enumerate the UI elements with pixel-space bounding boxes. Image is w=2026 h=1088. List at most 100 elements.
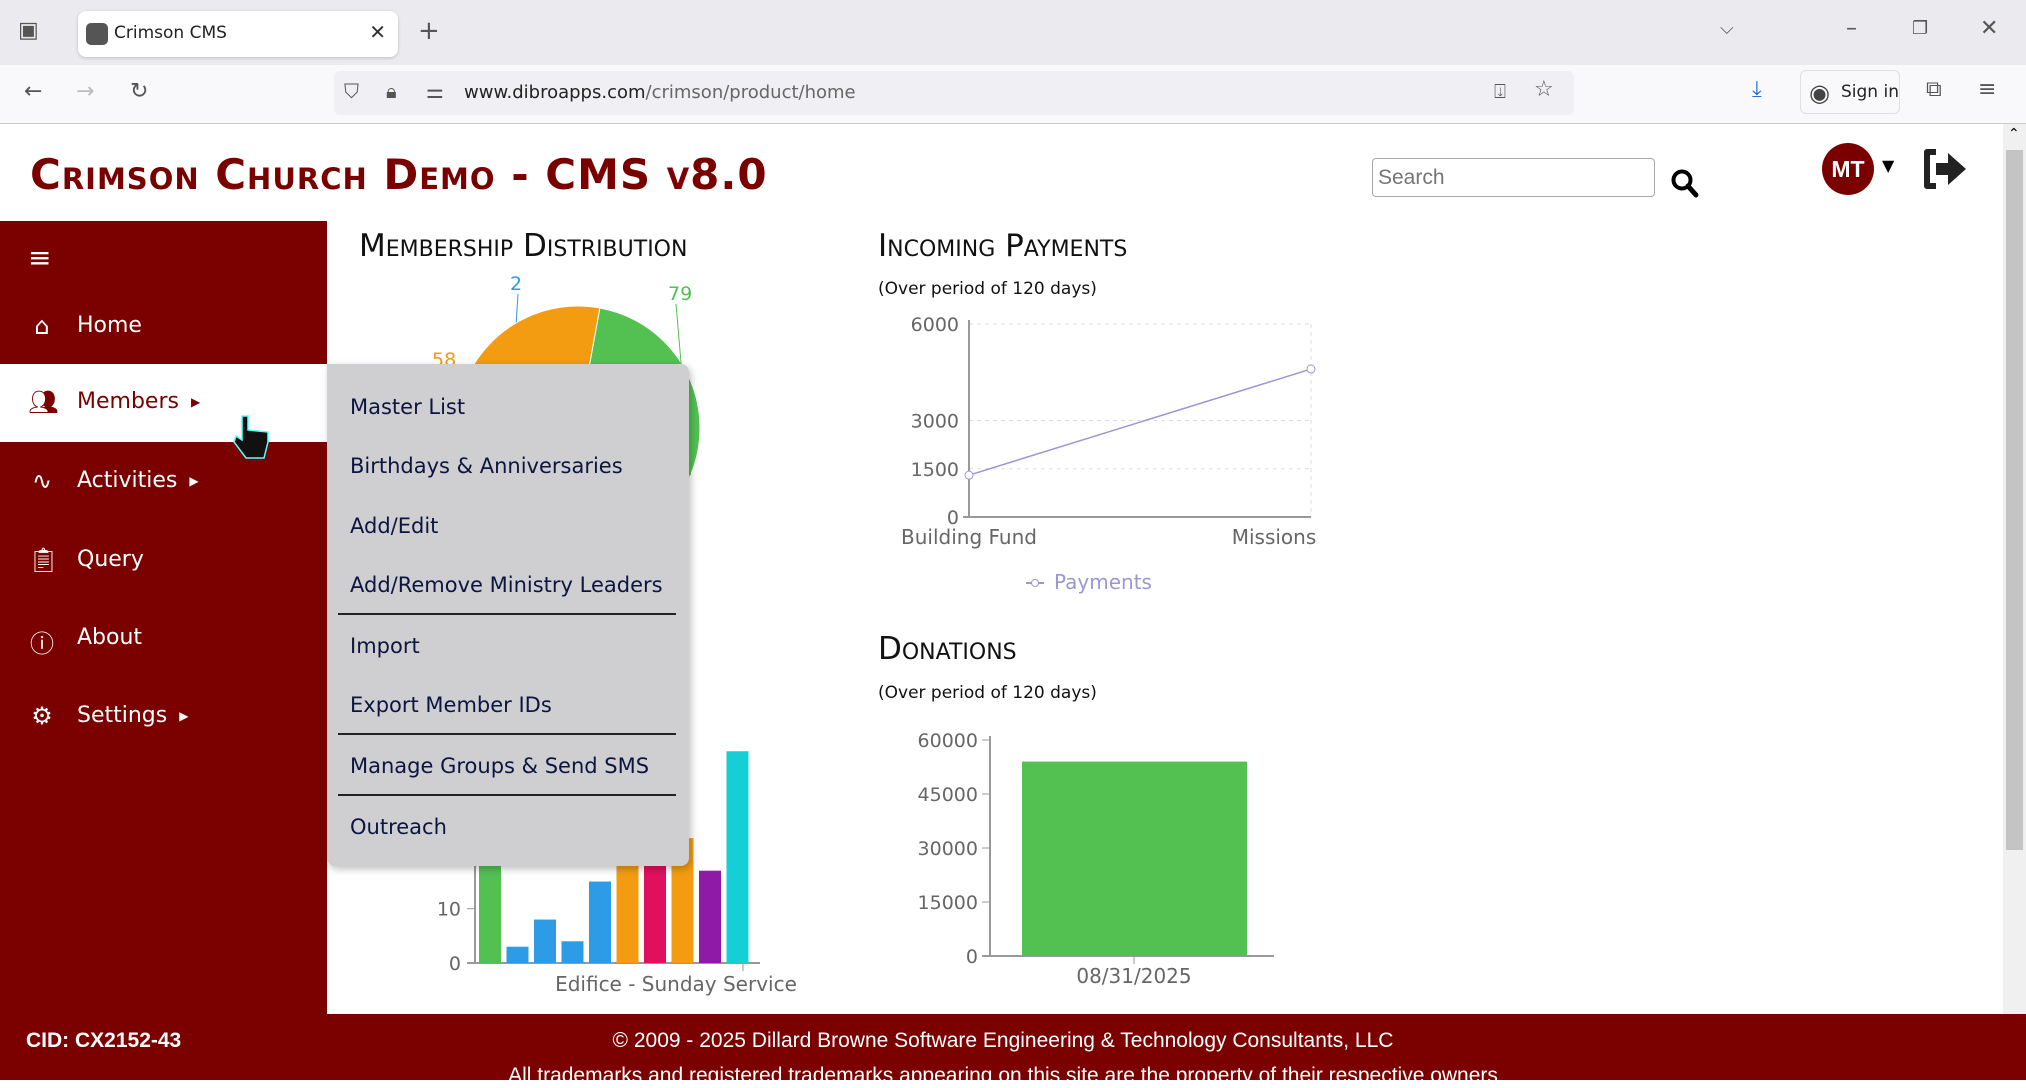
search-icon[interactable]	[1670, 168, 1700, 200]
footer: CID: CX2152-43 © 2009 - 2025 Dillard Bro…	[0, 1014, 2026, 1087]
close-tab-icon[interactable]: ✕	[369, 20, 386, 44]
clipboard-icon: 📋︎	[28, 546, 59, 574]
bookmark-star-icon[interactable]: ☆	[1534, 77, 1554, 102]
url-text[interactable]: www.dibroapps.com/crimson/product/home	[464, 82, 856, 103]
y-tick-label: 10	[437, 899, 461, 921]
copyright: © 2009 - 2025 Dillard Browne Software En…	[612, 1029, 1394, 1052]
menu-item-import[interactable]: Import	[350, 634, 420, 658]
sidebar-item-query[interactable]: 📋︎ Query	[0, 522, 327, 600]
sidebar-item-label: Home	[77, 313, 142, 338]
sidebar-item-label: About	[77, 625, 143, 650]
sidebar-item-activities[interactable]: ∿ Activities ▶	[0, 443, 327, 521]
menu-divider	[338, 794, 676, 796]
page-title: Crimson Church Demo - CMS v8.0	[30, 150, 768, 199]
bar	[561, 941, 584, 963]
menu-divider	[338, 613, 676, 615]
app-menu-icon[interactable]: ≡	[1978, 77, 1997, 102]
chevron-down-icon[interactable]: ⌵	[1720, 18, 1734, 39]
caret-down-icon[interactable]: ▼	[1882, 156, 1895, 175]
browser-tab[interactable]: Crimson CMS ✕	[78, 11, 398, 57]
scroll-up-icon[interactable]: ⌃	[2008, 126, 2020, 142]
menu-item-export-ids[interactable]: Export Member IDs	[350, 693, 552, 717]
members-submenu: Master List Birthdays & Anniversaries Ad…	[327, 364, 689, 866]
payments-subtitle: (Over period of 120 days)	[878, 279, 1097, 299]
y-tick-label: 0	[449, 953, 461, 975]
y-tick-label: 60000	[918, 730, 978, 752]
hamburger-menu-icon[interactable]: ≡	[28, 241, 52, 274]
menu-item-master-list[interactable]: Master List	[350, 395, 466, 419]
y-tick-label: 30000	[918, 838, 978, 860]
x-tick-label: Missions	[1232, 525, 1317, 549]
new-tab-icon[interactable]: +	[418, 16, 440, 46]
menu-divider	[338, 733, 676, 735]
bar	[644, 854, 666, 963]
y-tick-label: 3000	[911, 411, 959, 433]
legend-marker	[1031, 579, 1039, 587]
bar	[671, 838, 694, 963]
sidebar-item-label: Activities	[77, 468, 178, 493]
payments-title: Incoming Payments	[878, 228, 1128, 264]
y-tick-label: 6000	[911, 314, 959, 336]
y-tick-label: 0	[947, 507, 959, 529]
bar	[726, 751, 749, 963]
back-icon[interactable]: ←	[24, 79, 43, 104]
sign-in-button[interactable]: ◉ Sign in	[1800, 70, 1900, 114]
menu-item-add-edit[interactable]: Add/Edit	[350, 514, 439, 538]
bar	[1022, 761, 1247, 956]
gear-icon: ⚙	[31, 702, 53, 730]
home-icon: ⌂	[34, 312, 50, 340]
save-page-icon[interactable]: ⍗	[1494, 79, 1506, 103]
restore-icon[interactable]: ❐	[1912, 18, 1929, 39]
trademarks-notice: All trademarks and registered trademarks…	[508, 1064, 1498, 1087]
close-window-icon[interactable]: ✕	[1980, 16, 1999, 41]
series-line	[968, 368, 1312, 476]
customer-id: CID: CX2152-43	[26, 1029, 182, 1052]
bar	[479, 854, 501, 963]
donations-title: Donations	[878, 631, 1017, 667]
info-icon: ⓘ	[30, 630, 54, 658]
logout-icon[interactable]	[1922, 148, 1968, 190]
address-bar[interactable]: ⛉ 🔒︎ ⚌ www.dibroapps.com/crimson/product…	[334, 71, 1574, 115]
caret-right-icon: ▶	[189, 474, 199, 488]
page-scrollbar[interactable]: ⌃	[2003, 124, 2026, 1014]
menu-item-groups-sms[interactable]: Manage Groups & Send SMS	[350, 754, 650, 778]
scrollbar-thumb[interactable]	[2006, 150, 2023, 850]
data-point	[964, 470, 974, 480]
sidebar-item-settings[interactable]: ⚙ Settings ▶	[0, 678, 327, 756]
sidebar-item-members[interactable]: 👥︎ Members ▶	[0, 364, 327, 442]
menu-item-birthdays[interactable]: Birthdays & Anniversaries	[350, 454, 623, 478]
forward-icon[interactable]: →	[76, 79, 95, 104]
search-input[interactable]	[1372, 158, 1655, 197]
pie-label: 2	[510, 273, 522, 295]
tab-list-icon[interactable]: ▣	[18, 18, 39, 43]
bar	[506, 946, 529, 963]
bar	[699, 870, 721, 963]
avatar[interactable]: MT	[1822, 143, 1874, 195]
extensions-icon[interactable]: ⧉	[1926, 77, 1942, 102]
permissions-icon[interactable]: ⚌	[426, 79, 444, 103]
caret-right-icon: ▶	[190, 395, 201, 409]
legend-label: Payments	[1054, 570, 1152, 594]
x-tick-label: Building Fund	[901, 525, 1037, 549]
heartbeat-icon: ∿	[31, 467, 53, 495]
x-tick-label: 08/31/2025	[1076, 964, 1191, 988]
pie-label: 79	[668, 283, 692, 305]
x-tick-label: Edifice - Sunday Service	[555, 972, 797, 996]
sidebar-item-home[interactable]: ⌂ Home	[0, 288, 327, 366]
browser-tab-bar: ▣ Crimson CMS ✕ + ⌵ – ❐ ✕	[0, 0, 2026, 65]
tab-title: Crimson CMS	[114, 23, 227, 43]
lock-icon[interactable]: 🔒︎	[386, 79, 397, 103]
menu-item-ministry-leaders[interactable]: Add/Remove Ministry Leaders	[350, 573, 663, 597]
caret-right-icon: ▶	[179, 709, 189, 723]
membership-title: Membership Distribution	[359, 228, 688, 264]
reload-icon[interactable]: ↻	[130, 79, 149, 104]
downloads-icon[interactable]: ⤓	[1752, 77, 1762, 102]
sidebar-item-about[interactable]: ⓘ About	[0, 600, 327, 678]
shield-icon[interactable]: ⛉	[344, 79, 359, 103]
sidebar-item-label: Settings	[77, 703, 168, 728]
sidebar: ≡ ⌂ Home 👥︎ Members ▶ ∿ Activities ▶ 📋︎ Query …	[0, 221, 327, 1014]
users-icon: 👥︎	[28, 388, 59, 416]
menu-item-outreach[interactable]: Outreach	[350, 815, 447, 839]
minimize-icon[interactable]: –	[1846, 16, 1857, 41]
